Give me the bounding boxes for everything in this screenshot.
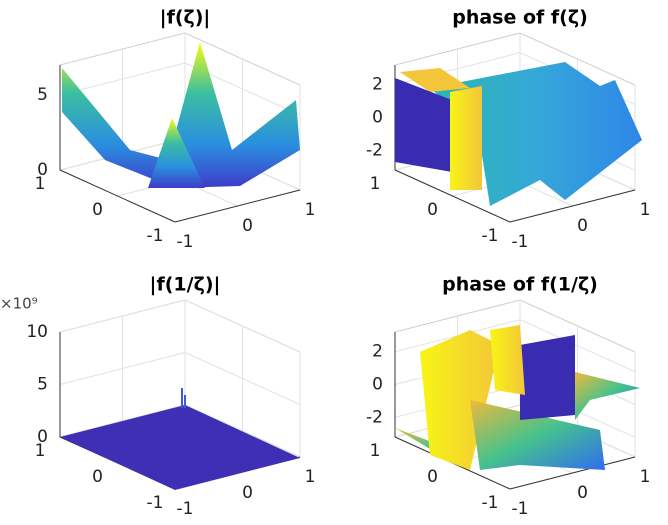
y-tick-label: -1 [482,493,499,513]
x-tick-label: 1 [305,200,316,220]
x-tick-label: -1 [512,499,529,519]
z-tick-label: 5 [37,85,48,105]
x-tick-label: 0 [242,483,253,503]
chart-title: |f(1/ζ)| [150,274,221,296]
y-tick-label: 1 [370,174,381,194]
x-tick-label: 0 [242,216,253,236]
x-tick-label: -1 [177,232,194,252]
x-tick-label: 1 [640,200,651,220]
x-tick-label: 0 [577,483,588,503]
z-multiplier: ×10⁹ [0,295,38,313]
y-axis [59,169,176,223]
y-tick-label: -1 [147,226,164,246]
y-tick-label: 0 [427,200,438,220]
y-tick-label: -1 [147,493,164,513]
grid-line [59,352,186,385]
y-tick-label: 0 [427,467,438,487]
surface [430,62,642,206]
x-tick-label: 0 [577,216,588,236]
surface [60,405,300,490]
surface [62,42,300,188]
surface [470,400,605,470]
chart-title: |f(ζ)| [160,7,211,29]
grid-line [184,299,301,353]
z-tick-label: 10 [26,322,48,342]
surface [400,68,470,92]
grid-line [59,299,186,333]
grid-line [184,352,301,405]
x-axis [509,456,636,490]
surface [181,388,186,408]
x-tick-label: 1 [640,467,651,487]
x-tick-label: -1 [177,499,194,519]
surface [575,372,640,420]
x-tick-label: 1 [305,467,316,487]
x-axis [509,189,636,223]
y-tick-label: -1 [482,226,499,246]
chart-title: phase of f(1/ζ) [442,274,598,296]
z-tick-label: 2 [372,342,383,362]
surface [450,86,482,190]
surfaces [60,42,642,490]
y-tick-label: 1 [370,441,381,461]
grid-line [184,404,301,458]
z-tick-label: -2 [366,140,383,160]
x-tick-label: -1 [512,232,529,252]
z-tick-label: 0 [372,108,383,128]
z-tick-label: 0 [37,427,48,447]
surface [520,335,575,420]
grid-line [519,319,636,373]
surface [395,78,452,172]
z-tick-label: 0 [372,375,383,395]
z-tick-label: 5 [37,375,48,395]
surface [148,118,205,188]
x-axis [174,189,301,223]
grid-line [59,62,186,96]
chart-title: phase of f(ζ) [452,7,588,29]
z-tick-label: 2 [372,75,383,95]
y-tick-label: 0 [92,467,103,487]
y-tick-label: 0 [92,200,103,220]
z-tick-label: 0 [37,160,48,180]
surface [420,330,500,470]
y-tick-label: 1 [35,441,46,461]
y-axis [394,169,511,223]
z-tick-label: -2 [366,407,383,427]
surface [490,325,525,395]
y-tick-label: 1 [35,174,46,194]
